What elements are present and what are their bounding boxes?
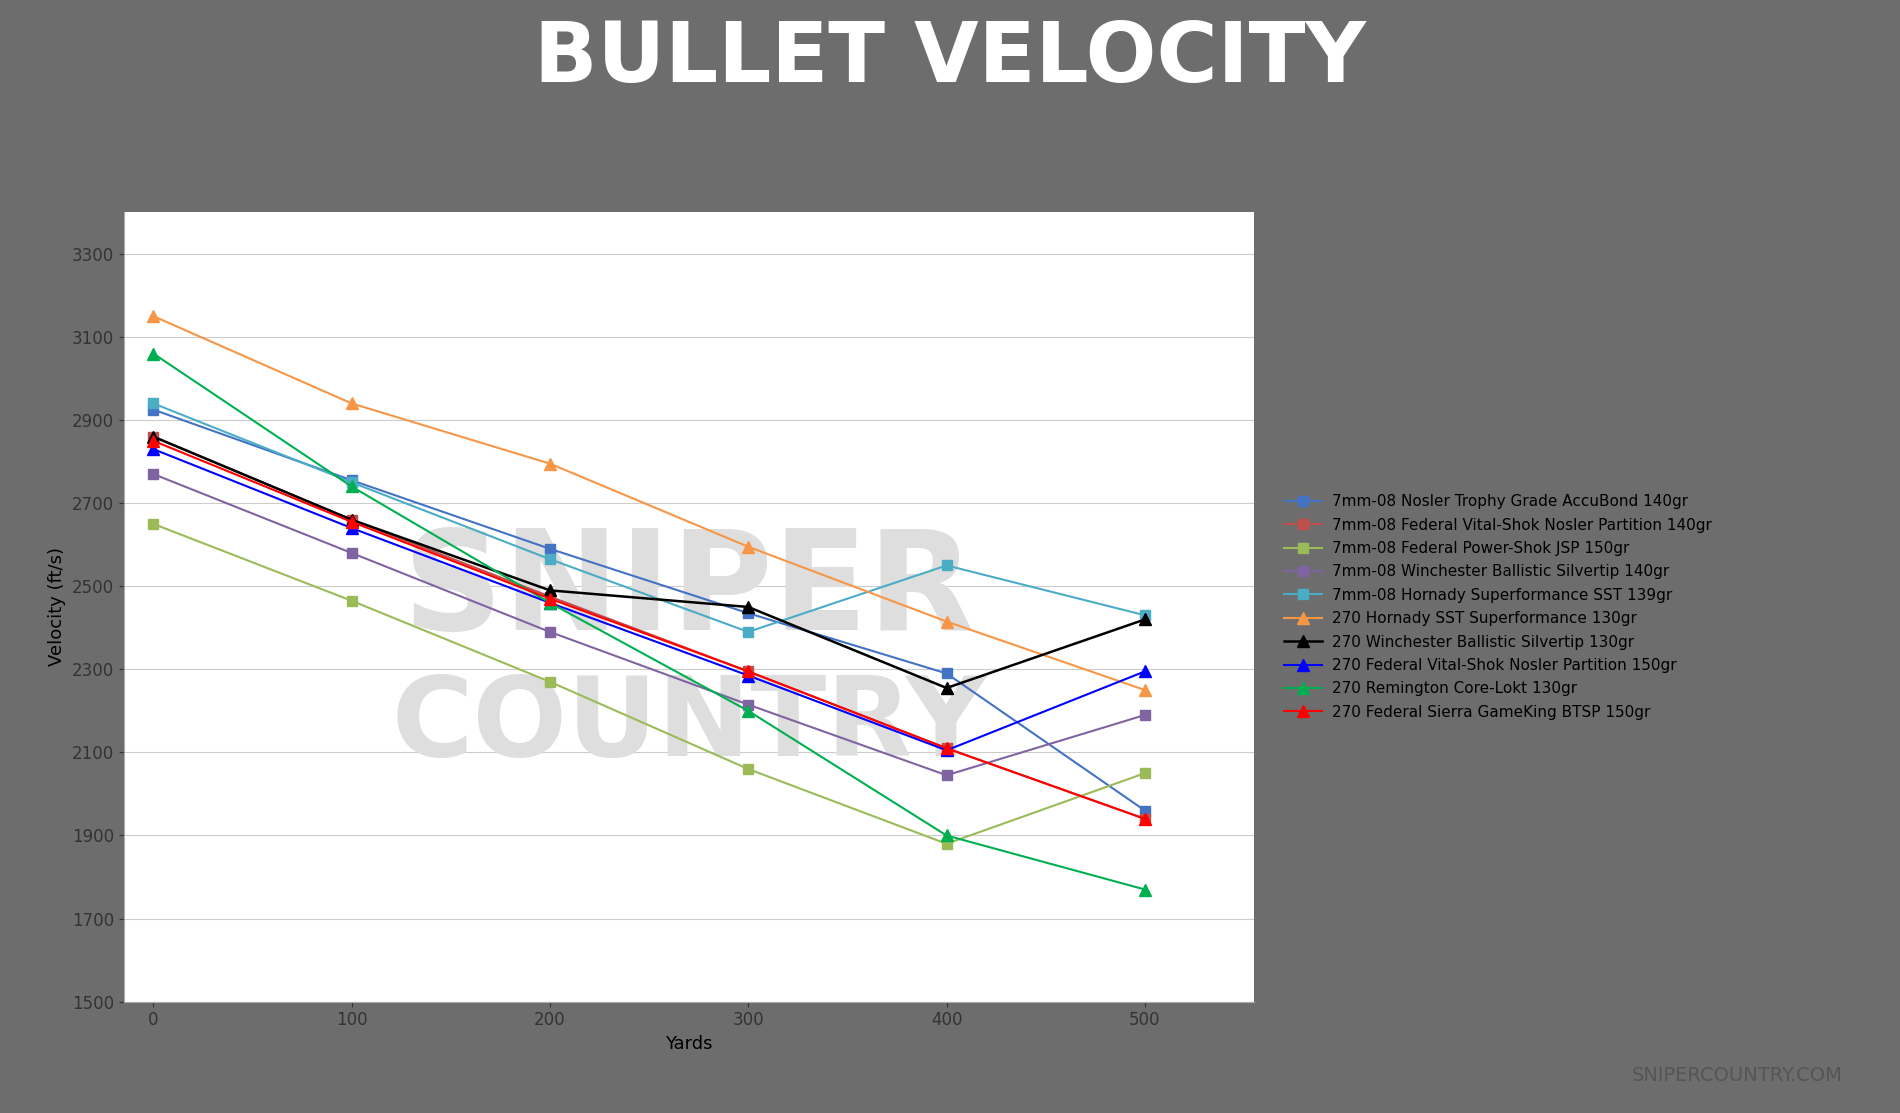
Legend: 7mm-08 Nosler Trophy Grade AccuBond 140gr, 7mm-08 Federal Vital-Shok Nosler Part: 7mm-08 Nosler Trophy Grade AccuBond 140g… — [1284, 494, 1712, 720]
Y-axis label: Velocity (ft/s): Velocity (ft/s) — [48, 548, 66, 667]
Text: BULLET VELOCITY: BULLET VELOCITY — [534, 18, 1366, 99]
Text: SNIPER: SNIPER — [403, 524, 975, 659]
Text: COUNTRY: COUNTRY — [391, 672, 986, 779]
Text: SNIPERCOUNTRY.COM: SNIPERCOUNTRY.COM — [1632, 1066, 1843, 1085]
X-axis label: Yards: Yards — [665, 1035, 712, 1053]
